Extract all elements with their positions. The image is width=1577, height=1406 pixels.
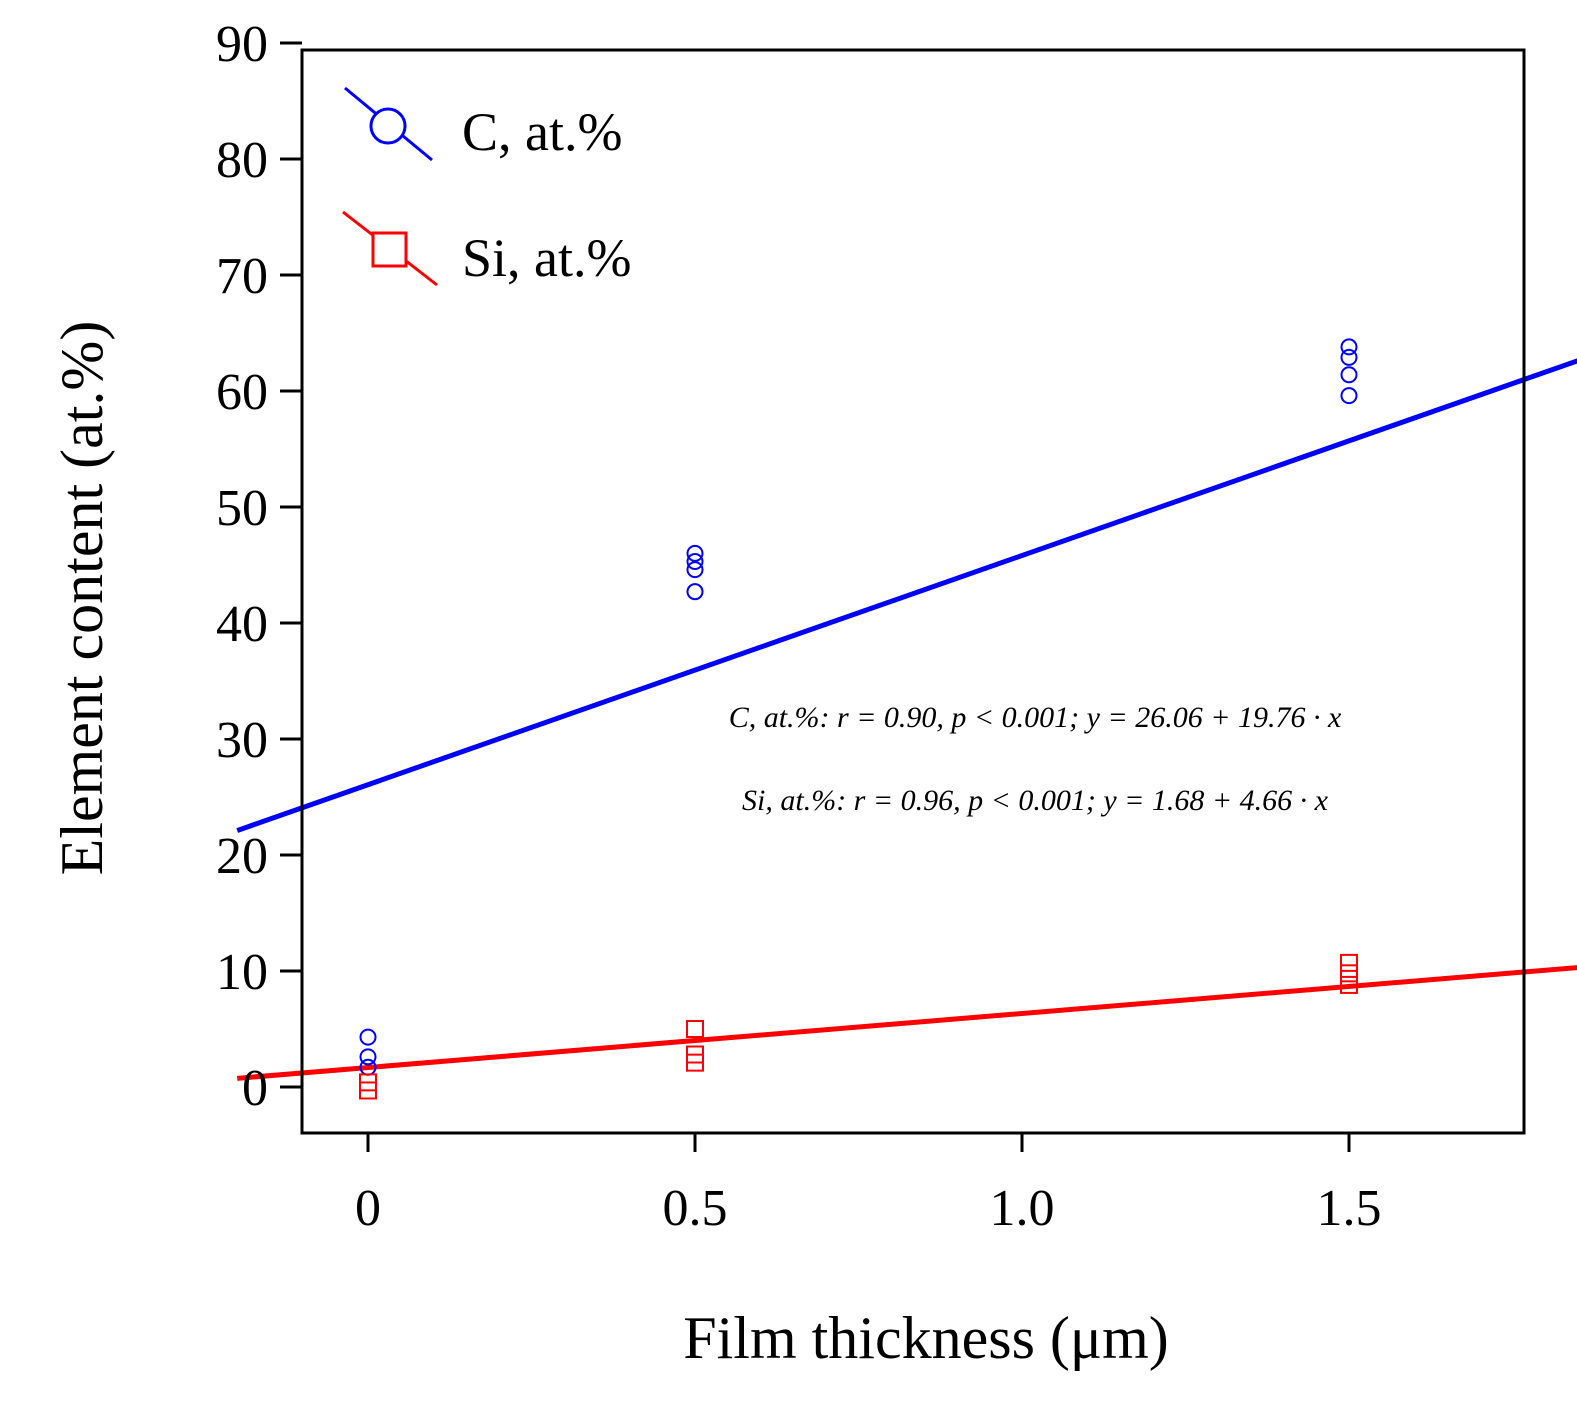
- y-tick-label: 90: [216, 16, 268, 73]
- data-point-si: [359, 1081, 377, 1100]
- legend-si-marker: [371, 231, 408, 268]
- annotation-c-equation: C, at.%: r = 0.90, p < 0.001; y = 26.06 …: [729, 701, 1342, 734]
- data-point-c: [686, 561, 704, 579]
- legend-c-marker: [369, 107, 407, 145]
- y-tick-label: 40: [216, 596, 268, 653]
- legend: C, at.% Si, at.%: [342, 86, 632, 288]
- data-point-c: [686, 553, 704, 571]
- y-tick-label: 70: [216, 248, 268, 305]
- x-tick-label: 1.5: [1317, 1180, 1382, 1237]
- fit-line-si: [236, 965, 1577, 1081]
- data-point-si: [686, 1053, 704, 1072]
- y-axis-title: Element content (at.%): [49, 321, 115, 876]
- data-point-c: [359, 1048, 377, 1066]
- x-tick-label: 0.5: [663, 1180, 728, 1237]
- data-point-c: [1340, 348, 1358, 366]
- data-point-si: [1340, 964, 1358, 983]
- x-tick-label: 0: [355, 1180, 381, 1237]
- data-point-si: [686, 1020, 704, 1038]
- y-tick-label: 0: [242, 1060, 268, 1117]
- data-point-c: [686, 544, 704, 562]
- annotation-si-equation: Si, at.%: r = 0.96, p < 0.001; y = 1.68 …: [742, 784, 1329, 817]
- plot-frame: [300, 48, 1526, 1135]
- data-point-c: [1340, 366, 1358, 384]
- data-point-si: [1340, 953, 1358, 972]
- x-axis-title: Film thickness (μm): [683, 1305, 1168, 1371]
- y-tick-label: 80: [216, 132, 268, 189]
- data-point-c: [686, 583, 704, 601]
- data-point-c: [1340, 387, 1358, 405]
- y-tick-label: 10: [216, 944, 268, 1001]
- y-tick-label: 50: [216, 480, 268, 537]
- y-tick-label: 60: [216, 364, 268, 421]
- legend-c-label: C, at.%: [462, 102, 622, 162]
- x-tick-label: 1.0: [990, 1180, 1055, 1237]
- data-point-c: [359, 1028, 377, 1046]
- fit-line-c: [236, 358, 1577, 833]
- data-point-c: [1340, 338, 1358, 356]
- legend-si-label: Si, at.%: [462, 228, 632, 288]
- data-point-si: [1340, 975, 1358, 994]
- y-tick-label: 20: [216, 828, 268, 885]
- y-tick-label: 30: [216, 712, 268, 769]
